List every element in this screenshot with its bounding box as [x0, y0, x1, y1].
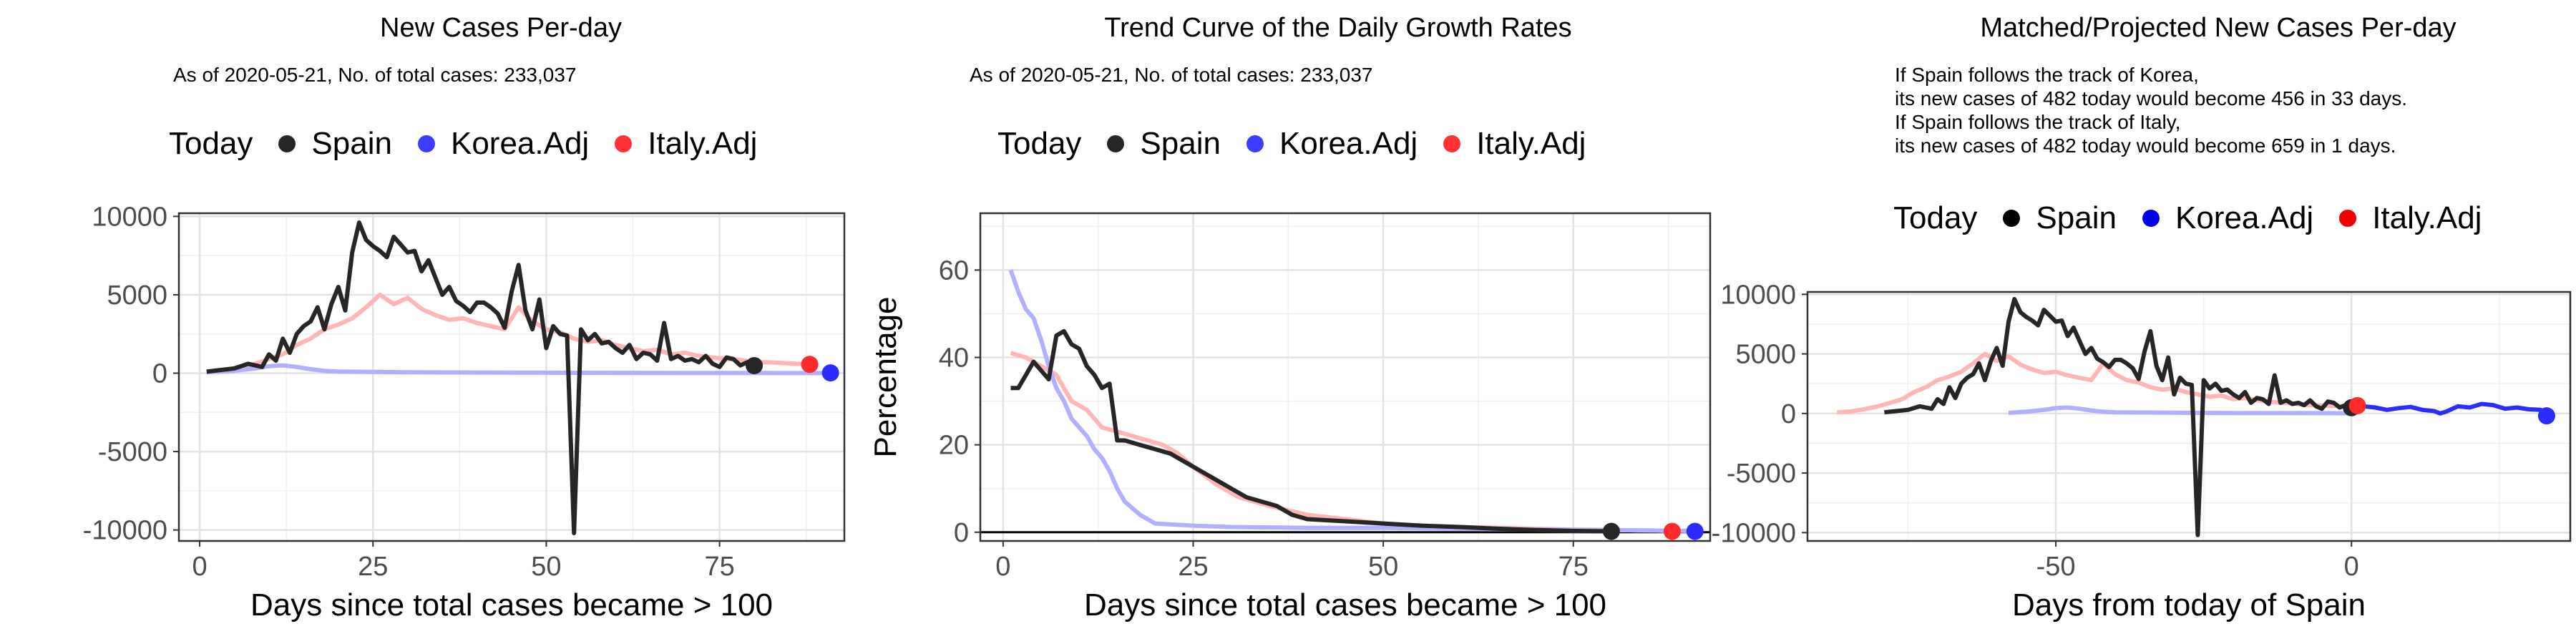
legend-title: Today — [997, 126, 1082, 161]
panel-subtitle: As of 2020-05-21, No. of total cases: 23… — [173, 64, 577, 86]
today-point-italy-adj — [1663, 522, 1681, 540]
panel-subtitle-3: If Spain follows the track of Italy, — [1895, 111, 2181, 133]
legend-item-spain: Spain — [278, 126, 392, 162]
series-line-korea-adj — [2008, 405, 2352, 416]
legend-title: Today — [1893, 200, 1978, 235]
today-point-korea-adj — [1686, 522, 1704, 540]
y-tick-label: 5000 — [1735, 340, 1796, 370]
x-axis-label: Days since total cases became > 100 — [250, 587, 773, 623]
legend-label: Italy.Adj — [648, 126, 758, 161]
legend-label: Korea.Adj — [2175, 200, 2314, 235]
legend-item-spain: Spain — [1107, 126, 1221, 162]
legend-item-korea: Korea.Adj — [1246, 126, 1418, 162]
minor-grid — [179, 213, 844, 541]
series-line-italy-adj — [206, 293, 810, 374]
y-tick-label: 0 — [1781, 399, 1796, 429]
legend-dot-icon — [2142, 210, 2160, 227]
y-tick-label: 0 — [954, 518, 969, 548]
legend-dot-icon — [2339, 210, 2357, 227]
legend-label: Korea.Adj — [450, 126, 590, 161]
x-tick-label: 75 — [1558, 552, 1589, 582]
panel-subtitle: As of 2020-05-21, No. of total cases: 23… — [970, 64, 1373, 86]
today-point-italy-adj — [801, 356, 819, 374]
x-tick-label: 25 — [1178, 552, 1208, 582]
x-tick-label: 0 — [2344, 552, 2359, 582]
legend-item-italy: Italy.Adj — [615, 126, 757, 162]
today-point-italy-adj — [2348, 396, 2366, 414]
series-line-spain — [1884, 297, 2353, 537]
series-line-spain — [1010, 328, 1611, 534]
y-axis-label: Percentage — [868, 296, 903, 457]
plot-frame — [1806, 291, 2572, 542]
x-tick-label: 50 — [1368, 552, 1398, 582]
legend-label: Spain — [2036, 200, 2117, 235]
y-tick-label: 10000 — [1720, 280, 1796, 310]
series-line-korea-adj — [2351, 401, 2549, 418]
today-point-korea-adj — [821, 364, 839, 382]
today-point-spain — [1602, 522, 1620, 540]
today-point-korea-adj — [2537, 407, 2555, 425]
panel-subtitle-2: its new cases of 482 today would become … — [1895, 87, 2407, 109]
legend-dot-icon — [278, 135, 296, 152]
y-tick-label: -10000 — [1712, 518, 1796, 548]
legend-item-italy: Italy.Adj — [1443, 126, 1586, 162]
plot-area — [1837, 297, 2549, 537]
panel-title: Trend Curve of the Daily Growth Rates — [1104, 13, 1572, 43]
legend-item-korea: Korea.Adj — [417, 126, 590, 162]
legend-label: Korea.Adj — [1279, 126, 1418, 161]
x-axis-label: Days since total cases became > 100 — [1084, 587, 1606, 623]
legend-item-italy: Italy.Adj — [2339, 200, 2482, 236]
legend: Today Spain Korea.Adj Italy.Adj — [1893, 200, 2507, 236]
y-tick-label: -5000 — [1727, 459, 1796, 489]
minor-grid — [1807, 292, 2570, 541]
legend-label: Spain — [1140, 126, 1221, 161]
plot-frame — [979, 212, 1712, 542]
legend-dot-icon — [2003, 210, 2021, 227]
x-tick-label: 0 — [995, 552, 1010, 582]
y-tick-label: 0 — [152, 359, 167, 389]
legend-dot-icon — [417, 135, 435, 152]
legend-dot-icon — [1443, 135, 1461, 152]
legend-label: Italy.Adj — [1476, 126, 1586, 161]
plot-area — [206, 220, 824, 535]
x-tick-label: 0 — [192, 552, 207, 582]
x-tick-label: -50 — [2036, 552, 2076, 582]
legend: Today Spain Korea.Adj Italy.Adj — [169, 126, 783, 162]
y-tick-label: -10000 — [83, 516, 167, 546]
plot-frame — [177, 212, 846, 542]
legend-dot-icon — [1107, 135, 1125, 152]
legend: Today Spain Korea.Adj Italy.Adj — [997, 126, 1611, 162]
y-tick-label: 5000 — [107, 280, 167, 311]
panel-title: Matched/Projected New Cases Per-day — [1980, 13, 2457, 43]
major-grid — [1807, 292, 2570, 541]
x-tick-label: 50 — [531, 552, 561, 582]
y-tick-label: 60 — [939, 255, 969, 286]
x-axis-label: Days from today of Spain — [2012, 587, 2366, 623]
legend-title: Today — [169, 126, 253, 161]
x-tick-label: 25 — [358, 552, 388, 582]
x-tick-label: 75 — [704, 552, 734, 582]
y-tick-label: 20 — [939, 431, 969, 461]
series-line-spain — [206, 220, 756, 535]
y-tick-label: 40 — [939, 343, 969, 374]
legend-dot-icon — [615, 135, 633, 152]
y-tick-label: 10000 — [92, 202, 167, 232]
panel-subtitle-1: If Spain follows the track of Korea, — [1895, 64, 2199, 86]
legend-dot-icon — [1246, 135, 1264, 152]
legend-item-korea: Korea.Adj — [2142, 200, 2313, 236]
y-tick-label: -5000 — [98, 437, 167, 467]
legend-label: Spain — [311, 126, 392, 161]
today-point-spain — [746, 356, 763, 374]
panel-title: New Cases Per-day — [380, 13, 622, 43]
legend-label: Italy.Adj — [2372, 200, 2482, 235]
series-line-korea-adj — [1008, 269, 1695, 533]
legend-item-spain: Spain — [2003, 200, 2117, 236]
minor-grid — [980, 213, 1710, 541]
plot-area — [1008, 269, 1695, 534]
panel-subtitle-4: its new cases of 482 today would become … — [1895, 135, 2396, 157]
